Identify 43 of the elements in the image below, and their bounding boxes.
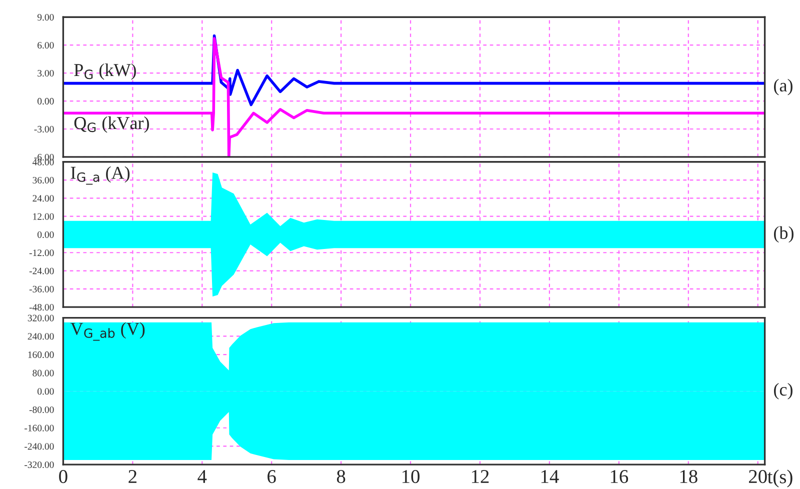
x-tick-label: 6 <box>268 470 276 484</box>
y-tick-label: -24.00 <box>29 268 54 274</box>
y-tick-label: -48.00 <box>29 304 54 311</box>
text: (b) <box>774 226 794 243</box>
x-tick-label: 12 <box>472 470 489 483</box>
y-tick-label: 24.00 <box>32 195 54 202</box>
x-tick-label: 0 <box>59 470 68 484</box>
x-tick-label: 4 <box>198 470 207 483</box>
y-tick-label: -6.00 <box>34 154 54 160</box>
y-tick-label: 240.00 <box>28 333 54 340</box>
x-axis-title: t(s) <box>767 470 792 488</box>
y-tick-label: 36.00 <box>32 176 54 184</box>
y-tick-label: 0.00 <box>38 98 54 105</box>
x-tick-label: 14 <box>541 470 559 483</box>
series-label: P$_{G}$ (kW) <box>74 63 136 80</box>
x-tick-label: 8 <box>336 470 346 484</box>
x-tick-label: 16 <box>610 470 628 484</box>
y-tick-label: 0.00 <box>38 231 54 238</box>
text: (c) <box>774 383 792 400</box>
y-tick-label: 160.00 <box>28 351 54 358</box>
y-tick-label: 320.00 <box>28 314 54 322</box>
y-tick-label: 9.00 <box>37 14 54 21</box>
y-tick-label: 6.00 <box>38 42 54 49</box>
y-tick-label: 12.00 <box>33 213 54 220</box>
y-tick-label: -12.00 <box>29 250 54 256</box>
series-label: Q$_{G}$ (kVar) <box>74 116 149 133</box>
y-tick-label: -3.00 <box>34 126 54 133</box>
y-tick-label: 3.00 <box>38 70 54 77</box>
text: I$_{G_a}$ (A) <box>70 166 130 185</box>
y-tick-label: 80.00 <box>32 370 54 376</box>
text: (a) <box>774 78 792 96</box>
series-label: V$_{G_ab}$ (V) <box>70 322 145 341</box>
y-tick-label: -36.00 <box>29 286 54 292</box>
y-tick-label: 0.00 <box>38 388 54 395</box>
y-tick-label: -240.00 <box>24 443 54 450</box>
x-tick-label: 18 <box>680 470 698 484</box>
y-tick-label: -320.00 <box>24 461 54 468</box>
x-tick-label: 2 <box>128 470 136 483</box>
y-tick-label: 48.00 <box>32 158 54 166</box>
y-tick-label: -80.00 <box>29 406 54 414</box>
y-tick-label: -160.00 <box>24 424 54 432</box>
x-tick-label: 10 <box>402 470 420 484</box>
x-tick-label: 20 <box>748 470 767 484</box>
